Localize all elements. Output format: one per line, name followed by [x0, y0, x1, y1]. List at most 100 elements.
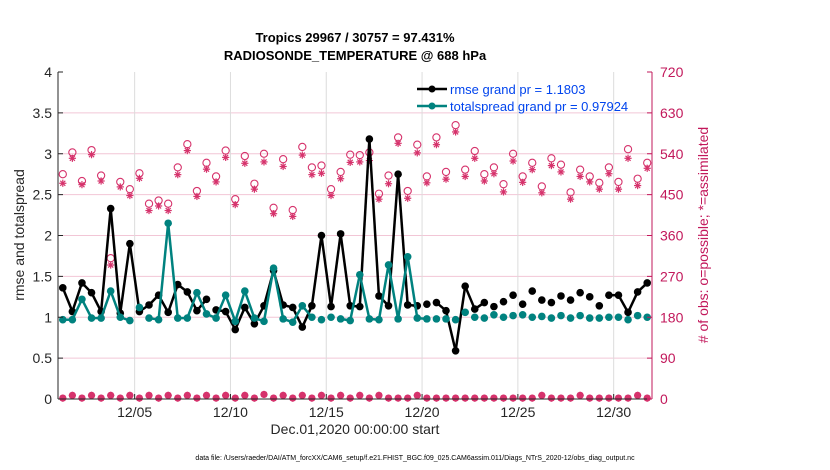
obs-possible-marker [326, 185, 336, 194]
obs-assimilated-marker [356, 158, 364, 166]
obs-zero-assimilated-marker [499, 394, 508, 402]
obs-possible-marker [470, 146, 479, 156]
rmse-point [490, 302, 498, 311]
obs-zero-assimilated-marker [404, 394, 412, 402]
obs-assimilated-marker [174, 171, 182, 179]
obs-possible-marker [164, 199, 173, 208]
rmse-point [624, 308, 632, 317]
totalspread-point [336, 315, 345, 323]
star-stroke [577, 392, 584, 399]
star-stroke [337, 175, 344, 182]
y-axis-label-right: # of obs: o=possible; *=assimilated [695, 127, 711, 343]
obs-zero-assimilated-marker [605, 394, 613, 402]
star-stroke [155, 395, 162, 402]
obs-possible-marker [537, 182, 546, 191]
star-stroke [117, 395, 124, 402]
totalspread-point [518, 310, 527, 319]
series-1-segment [348, 274, 362, 321]
series-1-segment [157, 223, 170, 320]
obs-assimilated-marker [78, 181, 86, 189]
totalspread-point [212, 314, 220, 322]
star-stroke [356, 392, 363, 399]
star-stroke [605, 170, 612, 177]
star-stroke [625, 395, 631, 402]
obs-zero-assimilated-marker [413, 391, 421, 399]
totalspread-point [423, 315, 431, 323]
totalspread-point [442, 315, 450, 323]
obs-zero-assimilated-marker [279, 391, 287, 399]
y-tick-label: 1 [44, 309, 52, 325]
obs-zero-assimilated-marker [78, 394, 86, 402]
obs-assimilated-marker [317, 169, 326, 177]
star-stroke [299, 152, 306, 159]
star-stroke [203, 392, 210, 399]
star-stroke [567, 196, 574, 203]
obs-zero-assimilated-marker [116, 394, 124, 402]
rmse-point-dot [241, 303, 249, 312]
totalspread-point [624, 315, 632, 324]
obs-possible-marker [556, 160, 566, 169]
obs-zero-assimilated-marker [643, 394, 651, 402]
totalspread-point [288, 318, 297, 326]
rmse-point-dot [288, 303, 297, 312]
star-stroke [356, 158, 363, 165]
star-stroke [107, 262, 114, 268]
rmse-point-dot [614, 291, 623, 299]
series-0-segment [234, 306, 246, 331]
rmse-point-dot [183, 288, 192, 296]
totalspread-point [403, 252, 412, 261]
obs-assimilated-marker [202, 165, 211, 173]
obs-possible-marker [413, 140, 422, 149]
star-stroke [270, 210, 277, 217]
obs-possible-marker [259, 149, 269, 158]
obs-possible-marker [58, 170, 67, 179]
rmse-point [336, 230, 345, 238]
star-stroke [232, 395, 239, 402]
rmse-point [183, 288, 192, 296]
obs-assimilated-marker [595, 185, 603, 193]
star-stroke [490, 395, 497, 402]
star-stroke [328, 192, 334, 199]
totalspread-point [470, 313, 479, 322]
series-layer [58, 135, 652, 355]
rmse-point-dot [384, 302, 393, 310]
star-stroke [644, 395, 651, 402]
star-stroke [241, 160, 248, 167]
rmse-point [518, 300, 527, 308]
star-stroke [126, 192, 133, 199]
obs-possible-marker [528, 158, 537, 167]
chart-title-line-1: Tropics 29967 / 30757 = 97.431% [255, 30, 455, 45]
series-1-segment [195, 292, 208, 315]
star-stroke [69, 155, 76, 162]
totalspread-point [126, 316, 134, 325]
star-stroke [184, 147, 191, 154]
obs-assimilated-marker [279, 162, 287, 171]
star-stroke [193, 395, 200, 402]
rmse-point [451, 346, 460, 355]
rmse-point-dot [528, 287, 537, 295]
series-0-segment [99, 208, 112, 312]
star-stroke [184, 392, 191, 399]
star-stroke [88, 392, 95, 399]
rmse-point-dot [126, 239, 134, 248]
obs-zero-assimilated-marker [519, 394, 527, 402]
star-stroke [452, 129, 459, 135]
rmse-point [470, 305, 479, 313]
rmse-point-dot [336, 230, 345, 238]
star-stroke [385, 395, 392, 402]
rmse-point [605, 291, 613, 299]
y-tick-label: 2 [44, 228, 52, 244]
rmse-point [557, 292, 565, 300]
rmse-point-dot [480, 298, 489, 307]
series-1-segment [109, 290, 122, 318]
x-axis-label: Dec.01,2020 00:00:00 start [271, 421, 440, 437]
series-0-segment [329, 233, 342, 307]
star-stroke [299, 392, 306, 399]
obs-zero-assimilated-marker [87, 391, 96, 399]
star-stroke [251, 186, 258, 193]
y-tick-label: 2.5 [33, 187, 53, 203]
obs-assimilated-marker [126, 191, 134, 200]
star-stroke [615, 395, 622, 402]
star-stroke [586, 178, 593, 185]
